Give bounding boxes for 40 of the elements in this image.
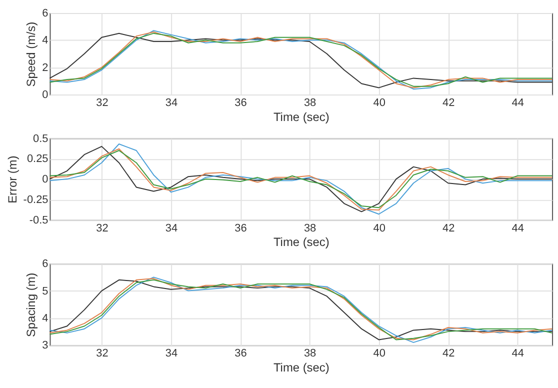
x-tick-label: 40 — [373, 348, 386, 360]
x-tick-label: 36 — [234, 96, 247, 109]
y-tick-label: 0 — [42, 88, 48, 101]
x-tick-label: 42 — [442, 222, 455, 234]
y-axis-title: Spacing (m) — [24, 272, 38, 338]
y-tick-label: 0 — [42, 174, 48, 186]
y-axis-title: Speed (m/s) — [24, 22, 38, 87]
x-tick-label: 32 — [96, 348, 108, 360]
x-axis-title: Time (sec) — [273, 110, 330, 124]
x-tick-label: 44 — [512, 222, 524, 234]
x-tick-label: 40 — [373, 222, 386, 234]
x-axis-title: Time (sec) — [273, 235, 330, 250]
x-tick-label: 38 — [304, 222, 316, 234]
x-tick-label: 34 — [165, 222, 178, 234]
x-tick-label: 36 — [234, 222, 247, 234]
x-tick-label: 42 — [442, 96, 455, 109]
y-tick-label: -0.25 — [23, 194, 48, 206]
y-tick-label: 0.25 — [26, 153, 48, 166]
x-tick-label: 40 — [373, 96, 386, 109]
y-tick-label: 3 — [42, 340, 48, 352]
y-tick-label: 4 — [42, 34, 48, 47]
x-tick-label: 36 — [234, 348, 247, 360]
x-tick-label: 34 — [165, 348, 178, 360]
x-tick-label: 38 — [304, 348, 316, 360]
x-tick-label: 32 — [96, 222, 108, 234]
y-axis-title: Error (m) — [5, 156, 20, 204]
y-tick-label: 6 — [42, 7, 48, 20]
y-tick-label: 0.5 — [33, 132, 48, 145]
y-tick-label: 4 — [42, 312, 48, 324]
x-axis-title: Time (sec) — [273, 360, 330, 375]
y-tick-label: 6 — [42, 258, 48, 270]
x-tick-label: 44 — [512, 96, 524, 109]
y-tick-label: -0.5 — [29, 214, 48, 226]
y-tick-label: 2 — [42, 62, 48, 74]
x-tick-label: 32 — [96, 96, 108, 109]
x-tick-label: 42 — [442, 348, 455, 360]
x-tick-label: 34 — [165, 96, 178, 109]
y-tick-label: 5 — [42, 285, 48, 298]
x-tick-label: 38 — [304, 96, 316, 109]
x-tick-label: 44 — [512, 348, 524, 360]
